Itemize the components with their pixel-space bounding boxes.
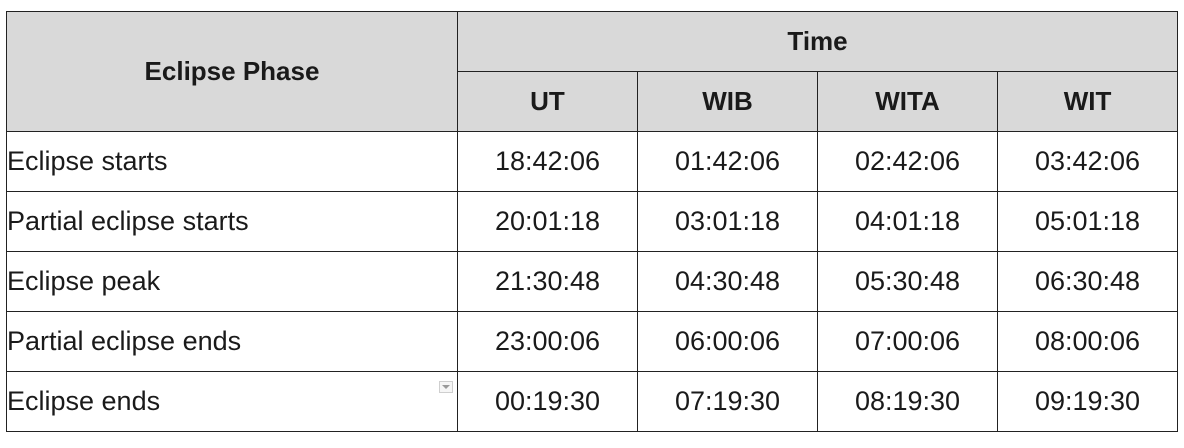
time-cell-wit: 06:30:48 [996, 251, 1179, 312]
header-eclipse-phase: Eclipse Phase [6, 11, 458, 132]
time-cell-wib: 07:19:30 [637, 371, 818, 432]
header-zone-wita: WITA [817, 71, 998, 132]
table-row: Partial eclipse ends 23:00:06 06:00:06 0… [6, 311, 1179, 372]
table-row: Eclipse ends 00:19:30 07:19:30 08:19:30 … [6, 371, 1179, 432]
header-time: Time [456, 11, 1179, 72]
time-cell-wit: 09:19:30 [996, 371, 1179, 432]
phase-cell: Eclipse peak [6, 251, 458, 312]
time-cell-ut: 20:01:18 [457, 191, 638, 252]
phase-cell: Eclipse starts [6, 131, 458, 192]
chevron-down-icon[interactable] [439, 381, 453, 393]
header-zone-wit: WIT [996, 71, 1179, 132]
eclipse-times-table: Eclipse Phase Time UT WIB WITA WIT Eclip… [6, 11, 1179, 432]
time-cell-wib: 06:00:06 [637, 311, 818, 372]
time-cell-wita: 05:30:48 [817, 251, 998, 312]
table-header-row: Eclipse Phase Time [6, 11, 1179, 132]
phase-label: Eclipse ends [7, 386, 161, 416]
time-cell-wit: 08:00:06 [996, 311, 1179, 372]
time-cell-wit: 05:01:18 [996, 191, 1179, 252]
time-cell-wita: 02:42:06 [817, 131, 998, 192]
time-cell-ut: 23:00:06 [457, 311, 638, 372]
time-cell-wita: 04:01:18 [817, 191, 998, 252]
time-cell-ut: 18:42:06 [457, 131, 638, 192]
header-zone-ut: UT [457, 71, 638, 132]
phase-cell-with-dropdown: Eclipse ends [6, 371, 458, 432]
time-cell-wib: 01:42:06 [637, 131, 818, 192]
time-cell-ut: 21:30:48 [457, 251, 638, 312]
table-row: Partial eclipse starts 20:01:18 03:01:18… [6, 191, 1179, 252]
time-cell-wib: 03:01:18 [637, 191, 818, 252]
time-cell-wita: 07:00:06 [817, 311, 998, 372]
table-row: Eclipse peak 21:30:48 04:30:48 05:30:48 … [6, 251, 1179, 312]
time-cell-wita: 08:19:30 [817, 371, 998, 432]
table-subheader-row: UT WIB WITA WIT [7, 71, 1179, 132]
phase-cell: Partial eclipse starts [6, 191, 458, 252]
table-row: Eclipse starts 18:42:06 01:42:06 02:42:0… [6, 131, 1179, 192]
phase-cell: Partial eclipse ends [6, 311, 458, 372]
time-cell-ut: 00:19:30 [457, 371, 638, 432]
time-cell-wit: 03:42:06 [996, 131, 1179, 192]
time-cell-wib: 04:30:48 [637, 251, 818, 312]
header-zone-wib: WIB [637, 71, 818, 132]
